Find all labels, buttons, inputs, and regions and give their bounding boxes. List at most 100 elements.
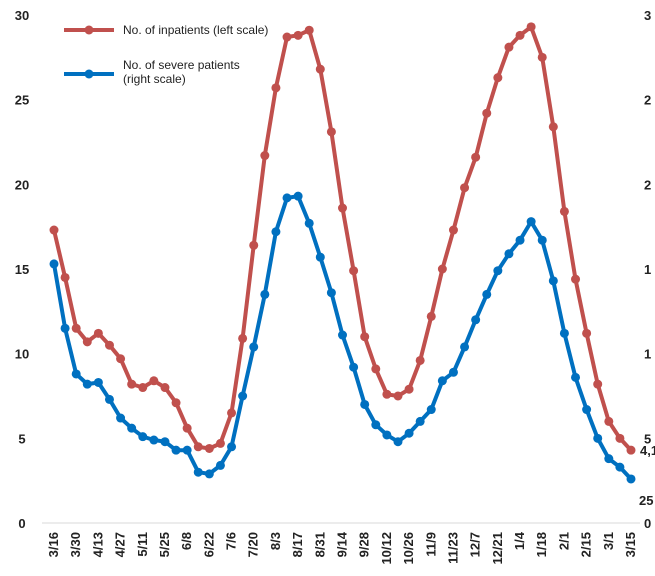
data-point	[471, 315, 481, 325]
data-point	[171, 398, 181, 408]
data-point	[116, 354, 126, 364]
data-point	[437, 376, 447, 386]
x-tick-label: 3/16	[46, 532, 61, 557]
data-point	[604, 416, 614, 426]
data-point	[82, 337, 92, 347]
data-point	[482, 108, 492, 118]
data-point	[537, 52, 547, 62]
x-tick-label: 3/1	[601, 532, 616, 550]
x-tick-label: 6/8	[179, 532, 194, 550]
legend-item: No. of severe patients (right scale)	[64, 58, 240, 86]
y-tick-right: 1	[644, 347, 651, 362]
x-tick-label: 10/12	[379, 532, 394, 565]
data-point	[593, 433, 603, 443]
series-layer	[49, 22, 636, 484]
legend-label: No. of severe patients (right scale)	[123, 58, 240, 86]
x-tick-label: 5/25	[157, 532, 172, 557]
data-point	[315, 64, 325, 74]
data-point	[404, 428, 414, 438]
x-tick-label: 3/15	[623, 532, 638, 557]
data-point	[349, 362, 359, 372]
data-point	[360, 332, 370, 342]
data-point	[271, 227, 281, 237]
y-tick-left: 10	[15, 347, 29, 362]
data-point	[526, 22, 536, 32]
data-point	[193, 442, 203, 452]
x-tick-label: 6/22	[201, 532, 216, 557]
x-tick-label: 8/31	[312, 532, 327, 557]
x-axis-ticks: 3/16 3/30 4/13 4/27 5/11 5/25 6/8 6/22 7/6 7/20 8/…	[46, 531, 638, 564]
x-tick-label: 1/4	[512, 531, 527, 550]
x-tick-label: 4/13	[90, 532, 105, 557]
data-point	[204, 443, 214, 453]
data-point	[82, 379, 92, 389]
y-tick-left: 30	[15, 8, 29, 23]
y-tick-left: 0	[18, 516, 25, 531]
data-point	[71, 323, 81, 333]
data-point	[282, 32, 292, 42]
data-point	[371, 420, 381, 430]
data-point	[426, 311, 436, 321]
x-tick-label: 8/3	[268, 532, 283, 550]
data-point	[404, 384, 414, 394]
x-tick-label: 1/18	[534, 532, 549, 557]
data-point	[493, 73, 503, 83]
data-point	[238, 333, 248, 343]
data-point	[49, 259, 59, 269]
data-point	[149, 435, 159, 445]
data-point	[260, 151, 270, 161]
data-point	[448, 225, 458, 235]
data-point	[382, 389, 392, 399]
x-tick-label: 9/28	[357, 532, 372, 557]
legend: No. of inpatients (left scale) No. of sev…	[64, 23, 268, 86]
y-tick-right: 3	[644, 8, 651, 23]
data-point	[448, 367, 458, 377]
data-point	[104, 340, 114, 350]
data-point	[260, 289, 270, 299]
data-point	[127, 423, 137, 433]
data-point	[282, 193, 292, 203]
data-point	[582, 405, 592, 415]
data-point	[393, 437, 403, 447]
y-axis-right: 0 5 1 1 2 2 3	[644, 8, 651, 531]
x-tick-label: 12/21	[490, 532, 505, 565]
data-point	[493, 266, 503, 276]
data-point	[537, 235, 547, 245]
legend-item: No. of inpatients (left scale)	[64, 23, 268, 37]
data-point	[415, 416, 425, 426]
data-point	[127, 379, 137, 389]
data-point	[215, 438, 225, 448]
data-point	[548, 276, 558, 286]
y-tick-left: 25	[15, 93, 29, 108]
data-point	[304, 25, 314, 35]
x-tick-label: 5/11	[135, 532, 150, 557]
data-point	[360, 399, 370, 409]
y-tick-left: 20	[15, 177, 29, 192]
y-tick-right: 5	[644, 431, 651, 446]
data-point	[93, 328, 103, 338]
data-point	[238, 391, 248, 401]
data-point	[293, 191, 303, 201]
legend-swatch-marker	[84, 25, 94, 35]
data-point	[504, 42, 514, 52]
y-tick-left: 5	[18, 431, 25, 446]
data-point	[559, 328, 569, 338]
legend-swatch-marker	[84, 69, 94, 79]
series-2	[49, 191, 636, 484]
x-tick-label: 10/26	[401, 532, 416, 565]
data-point	[515, 30, 525, 40]
data-point	[160, 437, 170, 447]
data-point	[160, 383, 170, 393]
data-point	[138, 432, 148, 442]
data-point	[349, 266, 359, 276]
data-point	[460, 183, 470, 193]
data-point	[138, 383, 148, 393]
data-point	[49, 225, 59, 235]
y-tick-right: 2	[644, 93, 651, 108]
y-tick-left: 15	[15, 262, 29, 277]
data-point	[249, 342, 259, 352]
data-point	[227, 442, 237, 452]
x-tick-label: 12/7	[468, 532, 483, 557]
data-point	[371, 364, 381, 374]
